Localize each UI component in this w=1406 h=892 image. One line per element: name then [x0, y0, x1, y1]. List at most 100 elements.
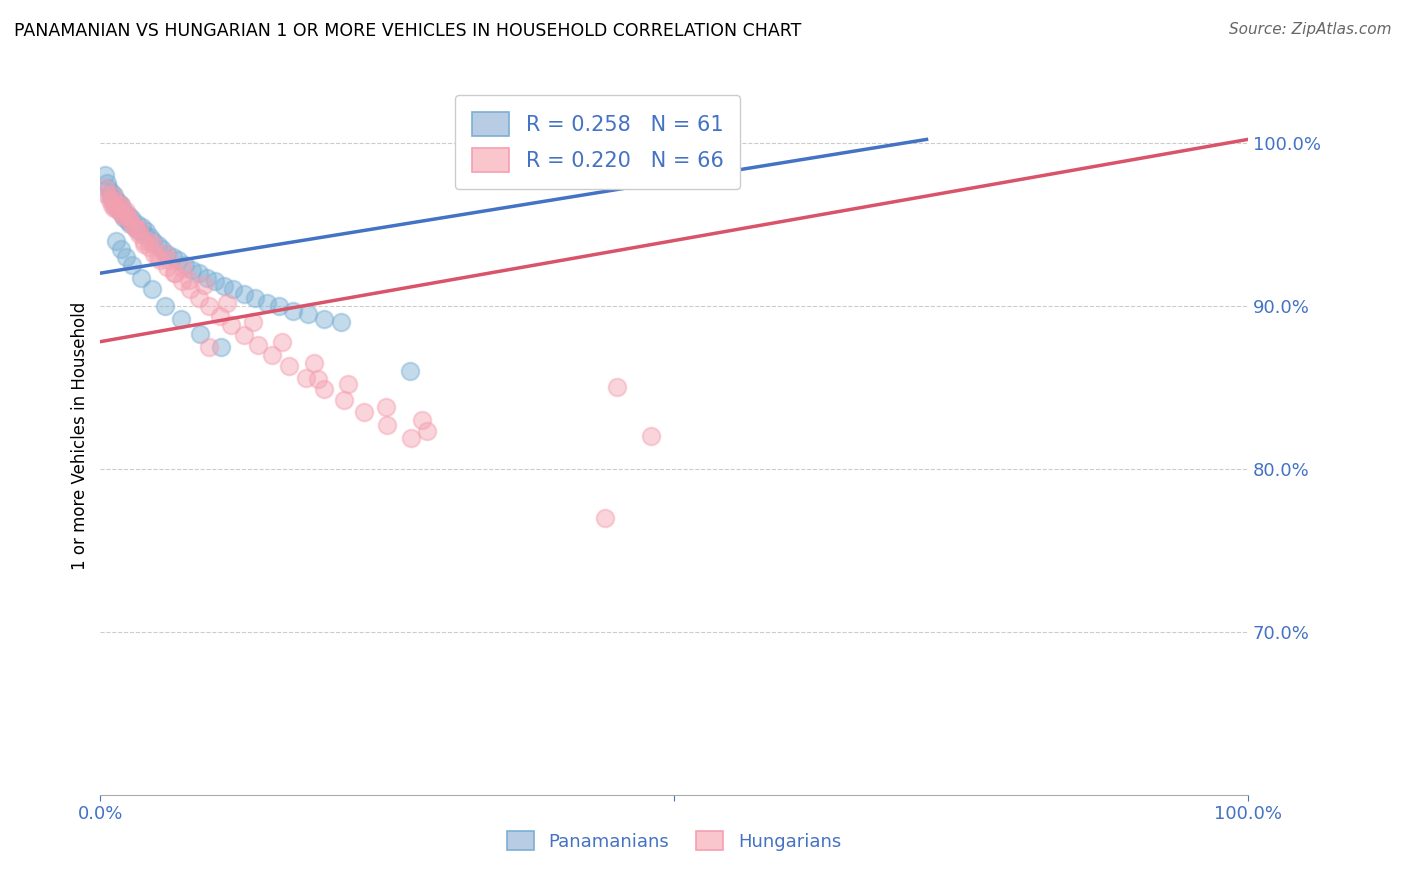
Point [375, 400, 398, 414]
Point [96, 177, 118, 191]
Point [193, 277, 215, 292]
Point [399, 364, 422, 378]
Point [330, 315, 353, 329]
Point [141, 283, 163, 297]
Point [103, 201, 125, 215]
Point [146, 250, 169, 264]
Point [100, 185, 122, 199]
Point [208, 309, 231, 323]
Point [125, 222, 148, 236]
Point [101, 191, 124, 205]
Point [125, 217, 148, 231]
Point [179, 283, 201, 297]
Point [198, 299, 221, 313]
Point [103, 193, 125, 207]
Point [105, 234, 128, 248]
Point [101, 187, 124, 202]
Point [198, 340, 221, 354]
Point [411, 413, 433, 427]
Point [174, 258, 197, 272]
Point [177, 273, 200, 287]
Point [162, 250, 184, 264]
Y-axis label: 1 or more Vehicles in Household: 1 or more Vehicles in Household [72, 302, 89, 570]
Point [121, 212, 143, 227]
Point [314, 382, 336, 396]
Point [114, 204, 136, 219]
Point [105, 201, 128, 215]
Point [245, 291, 267, 305]
Point [170, 311, 193, 326]
Point [104, 197, 127, 211]
Point [105, 193, 128, 207]
Point [128, 222, 150, 236]
Point [204, 274, 226, 288]
Point [121, 217, 143, 231]
Point [150, 242, 173, 256]
Point [375, 417, 398, 432]
Point [214, 279, 236, 293]
Point [163, 266, 186, 280]
Point [110, 242, 132, 256]
Legend: R = 0.258   N = 61, R = 0.220   N = 66: R = 0.258 N = 61, R = 0.220 N = 66 [456, 95, 741, 189]
Point [307, 372, 329, 386]
Point [269, 299, 291, 313]
Point [209, 340, 232, 354]
Point [146, 238, 169, 252]
Point [111, 207, 134, 221]
Point [124, 220, 146, 235]
Point [107, 197, 129, 211]
Point [128, 224, 150, 238]
Point [132, 227, 155, 241]
Point [135, 224, 157, 238]
Point [107, 196, 129, 211]
Point [132, 236, 155, 251]
Point [142, 236, 165, 251]
Point [246, 338, 269, 352]
Point [270, 334, 292, 349]
Point [337, 377, 360, 392]
Point [219, 318, 242, 333]
Point [222, 283, 245, 297]
Point [96, 187, 118, 202]
Point [131, 220, 153, 235]
Point [94, 169, 117, 183]
Point [114, 211, 136, 225]
Point [149, 253, 172, 268]
Point [640, 429, 662, 443]
Point [167, 253, 190, 268]
Point [256, 295, 278, 310]
Text: Source: ZipAtlas.com: Source: ZipAtlas.com [1229, 22, 1392, 37]
Point [117, 214, 139, 228]
Point [112, 209, 135, 223]
Point [294, 370, 316, 384]
Point [314, 311, 336, 326]
Point [153, 246, 176, 260]
Point [110, 197, 132, 211]
Point [117, 209, 139, 223]
Point [138, 230, 160, 244]
Point [232, 287, 254, 301]
Point [118, 209, 141, 223]
Point [132, 234, 155, 248]
Text: PANAMANIAN VS HUNGARIAN 1 OR MORE VEHICLES IN HOUSEHOLD CORRELATION CHART: PANAMANIAN VS HUNGARIAN 1 OR MORE VEHICL… [14, 22, 801, 40]
Point [142, 234, 165, 248]
Point [163, 266, 186, 280]
Point [157, 253, 180, 268]
Point [188, 266, 211, 280]
Point [98, 193, 121, 207]
Point [143, 246, 166, 260]
Point [120, 217, 142, 231]
Point [188, 291, 211, 305]
Point [118, 212, 141, 227]
Point [128, 227, 150, 241]
Point [112, 204, 135, 219]
Point [215, 295, 238, 310]
Point [195, 271, 218, 285]
Point [101, 197, 124, 211]
Point [98, 187, 121, 202]
Point [156, 246, 179, 260]
Point [124, 220, 146, 235]
Point [112, 207, 135, 221]
Point [232, 328, 254, 343]
Point [297, 307, 319, 321]
